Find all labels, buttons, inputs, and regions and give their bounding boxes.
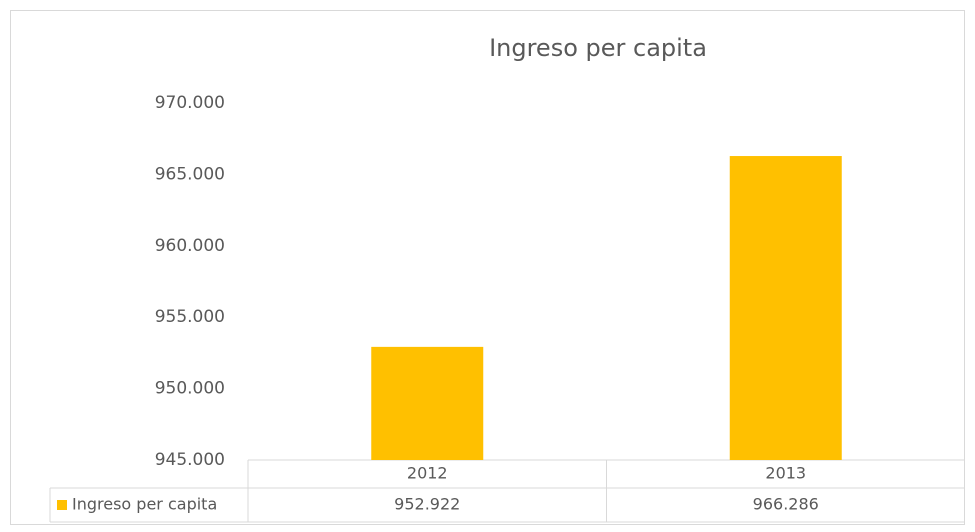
data-table-grid — [49, 459, 965, 523]
data-table-value: 966.286 — [753, 495, 819, 514]
y-tick-label: 955.000 — [155, 307, 225, 327]
y-tick-label: 945.000 — [155, 450, 225, 470]
y-tick-label: 965.000 — [155, 164, 225, 184]
y-tick-label: 960.000 — [155, 236, 225, 256]
legend-label: Ingreso per capita — [72, 495, 217, 514]
x-tick-label: 2012 — [407, 464, 448, 483]
data-table-value: 952.922 — [394, 495, 460, 514]
x-tick-label: 2013 — [765, 464, 806, 483]
legend-swatch — [57, 500, 67, 510]
y-tick-label: 970.000 — [155, 93, 225, 113]
chart-title: Ingreso per capita — [489, 34, 707, 62]
bar — [371, 346, 484, 460]
y-tick-label: 950.000 — [155, 379, 225, 399]
bar — [729, 156, 842, 460]
